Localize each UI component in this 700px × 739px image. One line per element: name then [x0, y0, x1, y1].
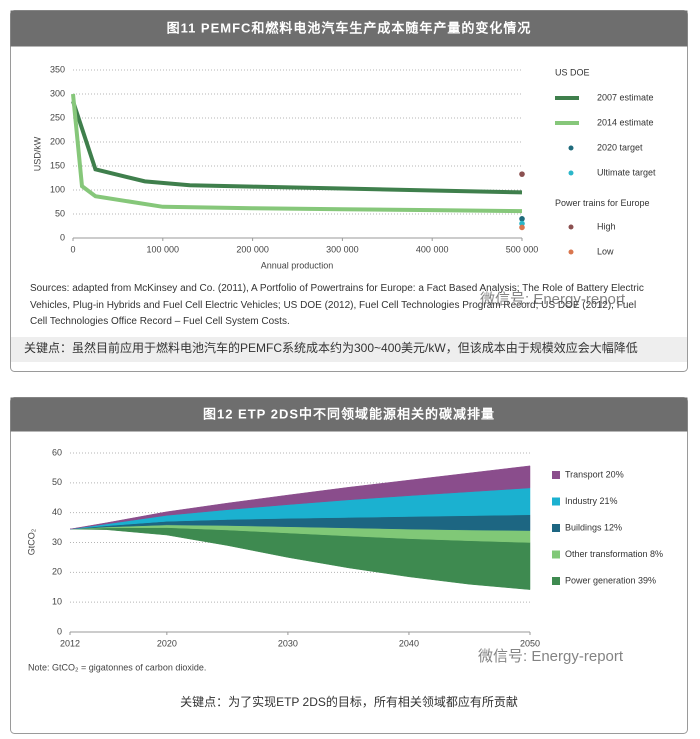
- marker: [519, 220, 525, 227]
- legend-label: High: [597, 221, 616, 231]
- x-tick-label: 100 000: [147, 244, 180, 254]
- legend-label: 2020 target: [597, 142, 643, 152]
- legend-group-title: US DOE: [555, 67, 590, 77]
- marker: [519, 224, 525, 231]
- key-point-band: [11, 337, 687, 362]
- x-tick-label: 2030: [278, 638, 298, 648]
- y-tick-label: 60: [52, 447, 62, 457]
- x-tick-label: 2040: [399, 638, 419, 648]
- y-tick-label: 200: [50, 136, 65, 146]
- legend-swatch: [552, 524, 560, 532]
- panel-header: [10, 397, 688, 432]
- area: [69, 465, 531, 530]
- y-tick-label: 300: [50, 88, 65, 98]
- y-tick-label: 350: [50, 64, 65, 74]
- legend-swatch: [568, 249, 574, 255]
- y-tick-label: 100: [50, 184, 65, 194]
- legend-swatch: [568, 224, 574, 230]
- watermark: 微信号: Energy-report: [478, 648, 624, 665]
- y-tick-label: 20: [52, 567, 62, 577]
- y-tick-label: 0: [57, 626, 62, 636]
- panel-header: [10, 10, 688, 47]
- x-tick-label: 500 000: [506, 244, 539, 254]
- key-point: 关键点：虽然目前应用于燃料电池汽车的PEMFC系统成本约为300~400美元/k…: [24, 340, 638, 355]
- legend-swatch: [568, 145, 574, 151]
- legend-label: Industry 21%: [565, 496, 618, 506]
- y-tick-label: 30: [52, 537, 62, 547]
- x-axis-label: Annual production: [261, 260, 334, 270]
- y-tick-label: 50: [52, 477, 62, 487]
- y-tick-label: 0: [60, 232, 65, 242]
- legend-label: Low: [597, 246, 614, 256]
- key-point: 关键点：为了实现ETP 2DS的目标，所有相关领域都应有所贡献: [180, 694, 518, 709]
- legend-label: 2007 estimate: [597, 92, 654, 102]
- watermark: 微信号: Energy-report: [480, 291, 626, 308]
- x-tick-label: 2012: [60, 638, 80, 648]
- marker: [519, 171, 525, 177]
- y-tick-label: 150: [50, 160, 65, 170]
- legend-label: Ultimate target: [597, 167, 656, 177]
- legend-label: Buildings 12%: [565, 522, 622, 532]
- legend-swatch: [568, 170, 574, 176]
- line: [71, 100, 523, 195]
- y-tick-label: 250: [50, 112, 65, 122]
- y-axis-label: GtCO₂: [26, 528, 36, 555]
- legend-label: 2014 estimate: [597, 117, 654, 127]
- legend-swatch: [552, 577, 560, 585]
- y-tick-label: 10: [52, 597, 62, 607]
- legend-swatch: [552, 471, 560, 479]
- legend-label: Other transformation 8%: [565, 549, 663, 559]
- line: [71, 93, 523, 214]
- panel-title: 图12 ETP 2DS中不同领域能源相关的碳减排量: [203, 406, 495, 421]
- y-axis-label: USD/kW: [32, 136, 42, 171]
- x-tick-label: 400 000: [416, 244, 449, 254]
- legend-label: Power generation 39%: [565, 575, 656, 585]
- x-tick-label: 2020: [157, 638, 177, 648]
- x-tick-label: 300 000: [326, 244, 359, 254]
- marker: [519, 216, 525, 222]
- x-tick-label: 2050: [520, 638, 540, 648]
- panel-title: 图11 PEMFC和燃料电池汽车生产成本随年产量的变化情况: [167, 20, 532, 35]
- legend-swatch: [552, 497, 560, 506]
- x-tick-label: 200 000: [236, 244, 269, 254]
- y-tick-label: 50: [55, 208, 65, 218]
- y-tick-label: 40: [52, 507, 62, 517]
- source-note: Sources: adapted from McKinsey and Co. (…: [30, 283, 644, 327]
- legend-swatch: [552, 550, 560, 559]
- note: Note: GtCO₂ = gigatonnes of carbon dioxi…: [28, 662, 206, 672]
- legend-group-title: Power trains for Europe: [555, 198, 650, 208]
- x-tick-label: 0: [70, 244, 75, 254]
- legend-label: Transport 20%: [565, 469, 624, 479]
